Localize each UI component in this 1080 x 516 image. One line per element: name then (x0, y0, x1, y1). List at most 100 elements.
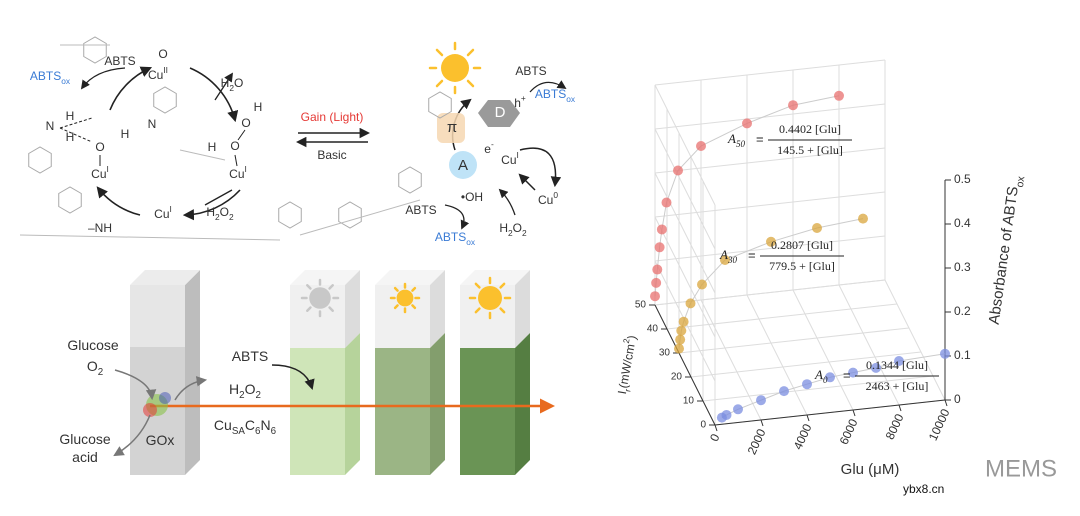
scheme-label: H2O2 (499, 221, 527, 238)
device-label: Glucose (59, 431, 111, 447)
ring (278, 201, 302, 229)
data-point (696, 141, 706, 151)
z-tick-label: 0.1 (954, 348, 971, 362)
label-part: H (221, 76, 230, 90)
bond (179, 149, 226, 161)
y-tick-label: 40 (647, 324, 659, 335)
watermark-site: ybx8.cn (903, 482, 944, 496)
label-part: ABTS (405, 203, 436, 217)
label-part: ) (625, 334, 639, 340)
data-point (834, 90, 844, 101)
label-part: H (66, 109, 75, 123)
label-part: r (623, 388, 633, 393)
label-part: 50 (736, 139, 746, 149)
data-point (685, 298, 696, 309)
equation-equals: = (756, 131, 764, 146)
x-tick (944, 399, 948, 407)
equation-numerator: 0.1344 [Glu] (866, 358, 928, 372)
x-axis-title: Glu (μM) (841, 461, 900, 478)
x-tick (806, 414, 810, 422)
data-point (654, 242, 665, 253)
label-part: SA (232, 426, 246, 437)
data-point (766, 236, 776, 247)
ring (153, 86, 177, 114)
label-part: H (254, 100, 263, 114)
cuvette-solution (375, 348, 430, 475)
data-point (676, 325, 687, 336)
z-tick-label: 0.2 (954, 304, 971, 318)
data-point (720, 255, 730, 265)
grid-line (654, 191, 886, 218)
scheme-decoration (19, 36, 567, 475)
data-point (756, 395, 766, 406)
label-part: - (491, 139, 494, 149)
label-part: h (514, 96, 521, 110)
label-part: I (107, 164, 109, 174)
scheme-label: D (495, 104, 506, 121)
z-tick-label: 0.3 (954, 260, 971, 274)
label-part: 2 (229, 212, 234, 222)
sun-ray (328, 284, 334, 290)
label-part: O (230, 139, 239, 153)
x-tick (760, 419, 764, 427)
label-part: •OH (461, 190, 483, 204)
y-tick-label: 0 (700, 420, 706, 431)
scheme-label: CuI (229, 164, 247, 181)
data-point (721, 409, 732, 420)
grid-line (654, 128, 716, 250)
grid-line (746, 294, 808, 416)
data-point (651, 277, 662, 288)
scheme-label: CuI (91, 164, 109, 181)
equation-equals: = (748, 247, 756, 262)
scheme-label: O (158, 47, 167, 61)
label-part: I (245, 164, 247, 174)
scheme-label: H (66, 109, 75, 123)
sun (309, 287, 331, 309)
data-point (825, 372, 835, 383)
grid-line (654, 216, 716, 338)
label-part: Basic (317, 148, 346, 162)
data-point (858, 213, 868, 224)
label-part: 2 (522, 228, 527, 238)
label-part: Glucose (67, 337, 119, 353)
device-label: H2O2 (229, 381, 261, 401)
grid-line (700, 299, 762, 421)
data-point (848, 367, 858, 378)
x-tick-label: 4000 (791, 421, 815, 451)
scheme-label: H (208, 140, 217, 154)
y-axis-title: Ir(mW/cm2) (612, 334, 642, 396)
data-point (742, 118, 752, 129)
label-part: I (170, 204, 172, 214)
label-part: ox (61, 76, 71, 86)
cuvette-solution (290, 348, 345, 475)
x-tick-label: 6000 (837, 416, 861, 446)
cuvette-solution-side (430, 333, 445, 475)
label-part: Glucose (59, 431, 111, 447)
bond (19, 234, 281, 241)
sun-ray (411, 286, 417, 292)
label-part: ABTS (535, 87, 566, 101)
y-tick-label: 50 (635, 300, 647, 311)
label-part: O (241, 116, 250, 130)
grid-line (654, 103, 886, 130)
label-part: O (220, 205, 229, 219)
data-point (812, 223, 822, 233)
label-part: A (458, 157, 468, 174)
label-part: H (66, 130, 75, 144)
data-point (661, 197, 672, 208)
data-point (675, 334, 686, 345)
device-label: acid (72, 449, 98, 465)
sun-ray (499, 282, 506, 289)
data-point (788, 100, 798, 111)
scheme-label: CuI (154, 204, 172, 221)
cuvette-lid (375, 270, 445, 285)
label-part: –NH (88, 221, 112, 235)
label-part: H (121, 127, 130, 141)
scheme-label: Gain (Light) (301, 110, 364, 124)
device-label: CuSAC6N6 (214, 417, 277, 437)
label-part: O (87, 358, 98, 374)
scheme-label: CuI (501, 150, 519, 167)
scheme-label: π (447, 119, 457, 136)
label-part: e (484, 142, 491, 156)
